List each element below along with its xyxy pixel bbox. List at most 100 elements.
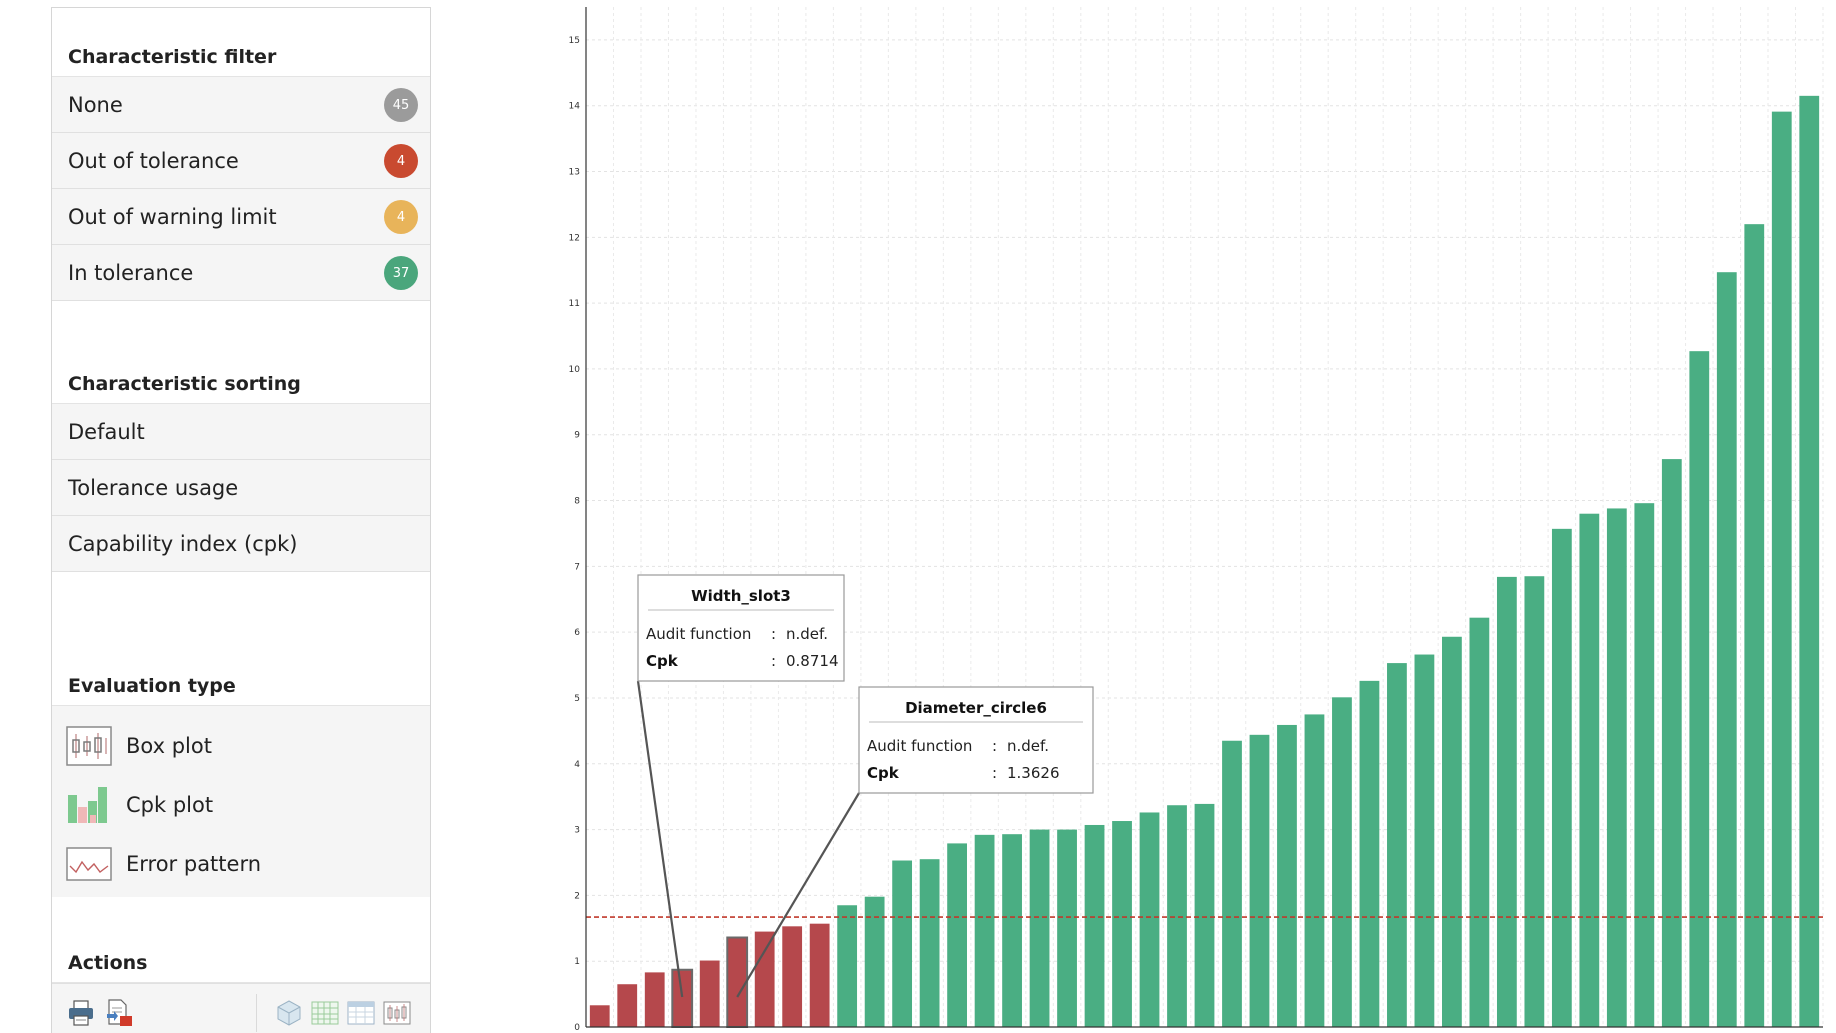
chart-bars <box>589 95 1820 1029</box>
bar[interactable] <box>1194 803 1215 1027</box>
bar[interactable] <box>1442 636 1462 1027</box>
bar[interactable] <box>1414 654 1435 1027</box>
count-badge: 45 <box>384 88 418 122</box>
bar[interactable] <box>726 936 749 1029</box>
bar[interactable] <box>892 860 913 1027</box>
cube-icon[interactable] <box>274 998 304 1028</box>
bar[interactable] <box>1496 576 1517 1027</box>
bar[interactable] <box>1084 824 1105 1027</box>
sorting-item-default[interactable]: Default <box>52 404 430 460</box>
count-badge: 37 <box>384 256 418 290</box>
bar[interactable] <box>671 968 694 1029</box>
bar[interactable] <box>589 1005 610 1027</box>
filter-item-in-tolerance[interactable]: In tolerance 37 <box>52 245 430 301</box>
filter-item-out-of-tolerance[interactable]: Out of tolerance 4 <box>52 133 430 189</box>
box-plot-icon <box>66 726 112 766</box>
bar[interactable] <box>1799 95 1820 1028</box>
bar[interactable] <box>1277 724 1297 1027</box>
y-tick-label: 12 <box>569 233 580 243</box>
bar[interactable] <box>1634 503 1655 1027</box>
bar[interactable] <box>1304 714 1325 1027</box>
tooltip-row-label: Cpk <box>646 652 679 670</box>
evaluation-item-label: Cpk plot <box>126 793 214 817</box>
characteristic-filter-heading: Characteristic filter <box>52 8 430 77</box>
evaluation-item-label: Box plot <box>126 734 212 758</box>
tooltip-title: Width_slot3 <box>691 587 791 605</box>
bar[interactable] <box>782 926 803 1027</box>
bar[interactable] <box>644 972 665 1027</box>
bar[interactable] <box>1167 805 1187 1027</box>
evaluation-item-box-plot[interactable]: Box plot <box>52 717 430 775</box>
bar[interactable] <box>1469 617 1490 1027</box>
bar[interactable] <box>1661 459 1682 1027</box>
tooltip-row-label: Audit function <box>646 625 751 643</box>
evaluation-item-cpk-plot[interactable]: Cpk plot <box>52 776 430 834</box>
y-tick-label: 7 <box>574 562 580 572</box>
export-pdf-icon[interactable] <box>104 998 134 1028</box>
bar[interactable] <box>1222 740 1242 1027</box>
y-tick-label: 0 <box>574 1023 580 1033</box>
bar[interactable] <box>1332 697 1352 1027</box>
bar[interactable] <box>837 905 858 1027</box>
filter-item-label: Out of tolerance <box>68 148 239 173</box>
sorting-item-tolerance-usage[interactable]: Tolerance usage <box>52 460 430 516</box>
bar[interactable] <box>919 859 940 1027</box>
side-panel: Characteristic filter None 45 Out of tol… <box>51 7 431 1033</box>
tooltip-row-colon: : <box>992 737 997 755</box>
evaluation-type-heading: Evaluation type <box>52 572 430 706</box>
bar[interactable] <box>1771 111 1792 1027</box>
bar[interactable] <box>1579 513 1600 1027</box>
y-tick-label: 2 <box>574 891 580 901</box>
bar[interactable] <box>809 923 830 1027</box>
filter-item-out-of-warning-limit[interactable]: Out of warning limit 4 <box>52 189 430 245</box>
tooltip: Diameter_circle6 Audit function: n.def. Cpk… <box>736 686 1094 998</box>
tooltip-row-value: 1.3626 <box>1007 764 1060 782</box>
table-icon[interactable] <box>346 998 376 1028</box>
tooltip-row-colon: : <box>771 652 776 670</box>
y-tick-label: 15 <box>569 36 580 46</box>
bar[interactable] <box>617 984 638 1027</box>
bar[interactable] <box>1057 829 1077 1027</box>
y-tick-label: 14 <box>569 102 581 112</box>
box-plot-small-icon[interactable] <box>382 998 412 1028</box>
y-tick-label: 5 <box>574 694 580 704</box>
sorting-item-label: Capability index (cpk) <box>68 531 298 556</box>
bar[interactable] <box>1606 508 1627 1027</box>
bar[interactable] <box>1139 812 1160 1027</box>
bar[interactable] <box>864 896 885 1027</box>
tooltip-connector <box>736 792 860 998</box>
bar[interactable] <box>974 834 995 1027</box>
y-tick-label: 9 <box>574 431 580 441</box>
bar[interactable] <box>1744 224 1765 1028</box>
cpk-plot-icon <box>68 787 107 823</box>
filter-item-label: None <box>68 92 123 117</box>
bar[interactable] <box>1029 829 1050 1027</box>
characteristic-sorting-heading: Characteristic sorting <box>52 301 430 404</box>
filter-item-none[interactable]: None 45 <box>52 77 430 133</box>
bar[interactable] <box>947 843 967 1027</box>
bar[interactable] <box>1002 834 1022 1027</box>
bar[interactable] <box>1689 351 1710 1028</box>
tooltip: Width_slot3 Audit function: n.def. Cpk:0.87… <box>636 574 845 998</box>
bar[interactable] <box>1112 821 1132 1027</box>
bar[interactable] <box>754 931 775 1027</box>
y-tick-label: 1 <box>574 957 580 967</box>
bar[interactable] <box>1551 528 1572 1027</box>
printer-icon[interactable] <box>66 998 96 1028</box>
tooltip-row-label: Audit function <box>867 737 972 755</box>
grid-table-icon[interactable] <box>310 998 340 1028</box>
sorting-item-capability-index[interactable]: Capability index (cpk) <box>52 516 430 572</box>
bar[interactable] <box>699 960 720 1027</box>
y-tick-label: 8 <box>574 497 580 507</box>
bar[interactable] <box>1249 734 1270 1027</box>
actions-title: Actions <box>68 952 148 974</box>
bar[interactable] <box>1359 680 1380 1027</box>
tooltip-box <box>858 686 1094 794</box>
y-tick-label: 13 <box>569 168 580 178</box>
bar[interactable] <box>1387 663 1407 1027</box>
y-tick-label: 10 <box>569 365 581 375</box>
bar[interactable] <box>1716 272 1737 1027</box>
evaluation-item-error-pattern[interactable]: Error pattern <box>52 835 430 893</box>
bar[interactable] <box>1524 576 1545 1027</box>
